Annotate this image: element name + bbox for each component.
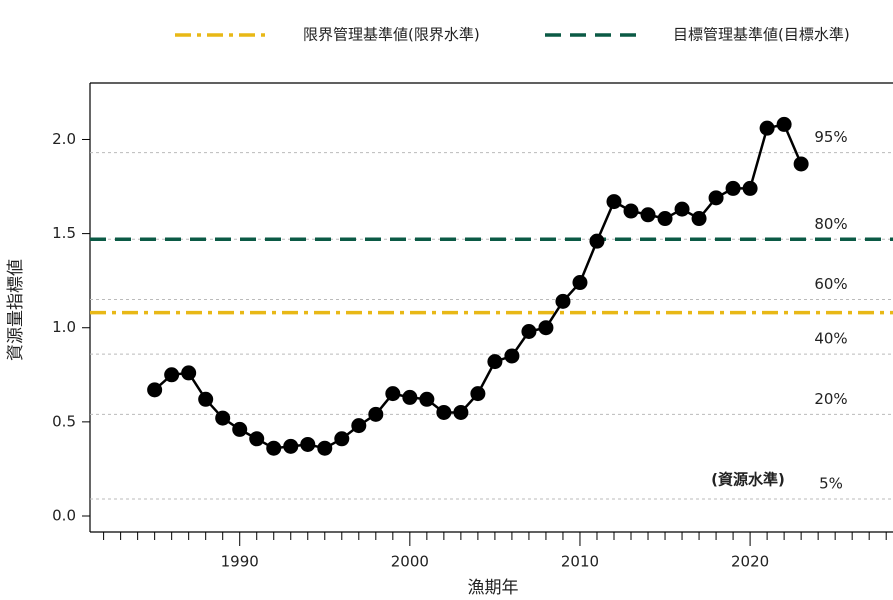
percentile-label: 5% <box>819 475 843 493</box>
x-tick-label: 2000 <box>391 553 429 571</box>
data-point <box>793 156 809 172</box>
percentile-label: 95% <box>814 128 847 146</box>
data-point <box>351 418 367 434</box>
data-point <box>385 386 401 402</box>
data-point <box>419 391 435 407</box>
data-point <box>742 180 758 196</box>
data-point <box>317 440 333 456</box>
data-point <box>521 324 537 340</box>
y-tick-label: 0.5 <box>52 412 76 430</box>
data-point <box>759 120 775 136</box>
data-point <box>640 207 656 223</box>
data-point <box>181 365 197 381</box>
data-point <box>589 233 605 249</box>
legend-label: 目標管理基準値(目標水準) <box>673 26 850 44</box>
data-point <box>555 293 571 309</box>
y-tick-label: 0.0 <box>52 506 76 524</box>
annotation: (資源水準) <box>711 471 785 489</box>
data-point <box>572 275 588 291</box>
data-point <box>215 410 231 426</box>
percentile-label: 80% <box>814 215 847 233</box>
data-point <box>776 116 792 132</box>
y-tick-label: 1.0 <box>52 318 76 336</box>
percentile-label: 20% <box>814 390 847 408</box>
data-point <box>453 404 469 420</box>
data-point <box>725 180 741 196</box>
data-point <box>470 386 486 402</box>
data-point <box>198 391 214 407</box>
data-point <box>300 436 316 452</box>
data-point <box>538 320 554 336</box>
data-point <box>436 404 452 420</box>
x-tick-label: 1990 <box>221 553 259 571</box>
data-point <box>657 211 673 227</box>
y-axis-label: 資源量指標値 <box>6 259 26 361</box>
x-tick-label: 2010 <box>561 553 599 571</box>
percentile-label: 40% <box>814 330 847 348</box>
data-point <box>487 354 503 370</box>
percentile-label: 60% <box>814 275 847 293</box>
data-point <box>691 211 707 227</box>
y-tick-label: 2.0 <box>52 130 76 148</box>
x-axis-label: 漁期年 <box>468 578 519 598</box>
data-point <box>368 406 384 422</box>
data-point <box>606 194 622 210</box>
data-point <box>334 431 350 447</box>
data-point <box>266 440 282 456</box>
data-point <box>147 382 163 398</box>
y-tick-label: 1.5 <box>52 224 76 242</box>
data-point <box>283 438 299 454</box>
data-point <box>708 190 724 206</box>
data-point <box>249 431 265 447</box>
data-point <box>504 348 520 364</box>
data-point <box>623 203 639 219</box>
x-tick-label: 2020 <box>731 553 769 571</box>
legend-label: 限界管理基準値(限界水準) <box>303 26 480 44</box>
data-point <box>402 389 418 405</box>
data-point <box>164 367 180 383</box>
data-point <box>232 421 248 437</box>
data-point <box>674 201 690 217</box>
